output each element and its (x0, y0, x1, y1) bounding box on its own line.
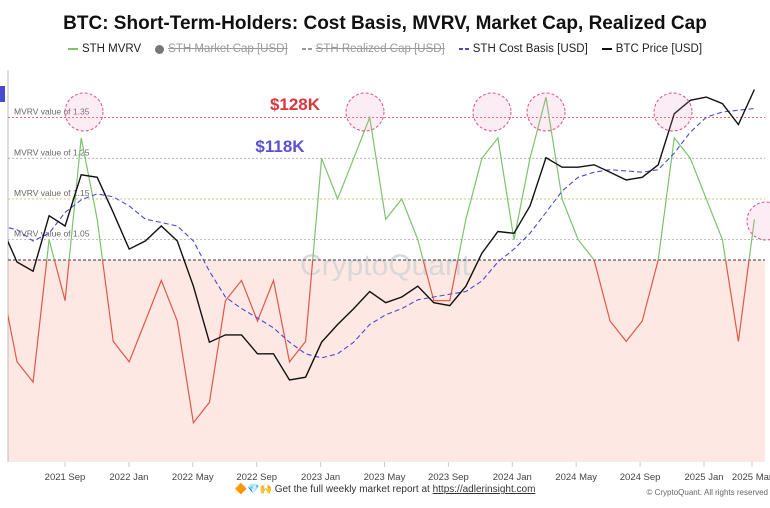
x-tick-label: 2022 Sep (236, 472, 277, 483)
chart-title: BTC: Short-Term-Holders: Cost Basis, MVR… (63, 13, 707, 34)
btc-price-line (8, 89, 756, 381)
x-tick-label: 2022 Jan (109, 472, 148, 483)
peak-highlight-circle (653, 92, 693, 132)
mvrv-reference-label: MVRV value of 1.25 (14, 147, 90, 157)
mvrv-reference-label: MVRV value of 1.35 (14, 107, 90, 117)
price-annotation: $118K (255, 137, 305, 156)
footer: 🔶💎🙌 Get the full weekly market report at… (0, 484, 770, 495)
sth-mvrv-line-below (8, 260, 750, 425)
peak-highlight-circle (526, 92, 566, 132)
axis-marker (0, 86, 5, 102)
legend-swatch (67, 48, 78, 50)
x-tick-label: 2025 Jan (684, 472, 723, 483)
x-tick-label: 2022 May (172, 472, 214, 483)
legend-label: STH MVRV (81, 43, 142, 55)
footer-emoji: 🔶💎🙌 (234, 484, 272, 495)
legend-label: BTC Price [USD] (615, 43, 703, 55)
copyright: © CryptoQuant. All rights reserved (646, 488, 769, 497)
peak-highlight-circle (746, 201, 770, 241)
footer-text: Get the full weekly market report at (274, 484, 430, 495)
legend-swatch (601, 48, 612, 50)
peak-highlight-circle (64, 92, 104, 132)
legend-item[interactable]: BTC Price [USD] (601, 43, 703, 55)
legend-label: STH Realized Cap [USD] (315, 43, 445, 55)
legend-item[interactable]: STH Cost Basis [USD] (458, 43, 588, 55)
legend-label: STH Cost Basis [USD] (472, 43, 588, 55)
mvrv-reference-label: MVRV value of 1.15 (14, 188, 90, 198)
legend-swatch (155, 44, 165, 54)
legend-item[interactable]: STH MVRV (67, 43, 142, 55)
x-tick-label: 2023 Sep (428, 472, 469, 483)
legend-swatch (458, 48, 469, 50)
price-annotation: $128K (270, 95, 321, 114)
x-tick-label: 2023 Jan (301, 472, 340, 483)
legend-item[interactable]: STH Realized Cap [USD] (301, 43, 445, 55)
watermark: CryptoQuant (300, 249, 471, 282)
legend-label: STH Market Cap [USD] (168, 43, 288, 55)
legend-swatch (301, 48, 312, 50)
peak-highlight-circle (472, 92, 512, 132)
x-tick-label: 2024 Sep (620, 472, 661, 483)
x-tick-label: 2023 May (364, 472, 406, 483)
x-tick-label: 2024 Jan (493, 472, 532, 483)
footer-link[interactable]: https://adlerinsight.com (432, 484, 536, 495)
legend: STH MVRV STH Market Cap [USD] STH Realized… (0, 43, 770, 55)
peak-highlight-circle (345, 92, 385, 132)
x-tick-label: 2024 May (555, 472, 597, 483)
legend-item[interactable]: STH Market Cap [USD] (155, 43, 288, 55)
sth-mvrv-line-above (46, 97, 755, 260)
x-tick-label: 2025 Mar (732, 472, 770, 483)
x-tick-label: 2021 Sep (45, 472, 86, 483)
below-one-zone (8, 260, 765, 462)
mvrv-reference-label: MVRV value of 1.05 (14, 229, 90, 239)
